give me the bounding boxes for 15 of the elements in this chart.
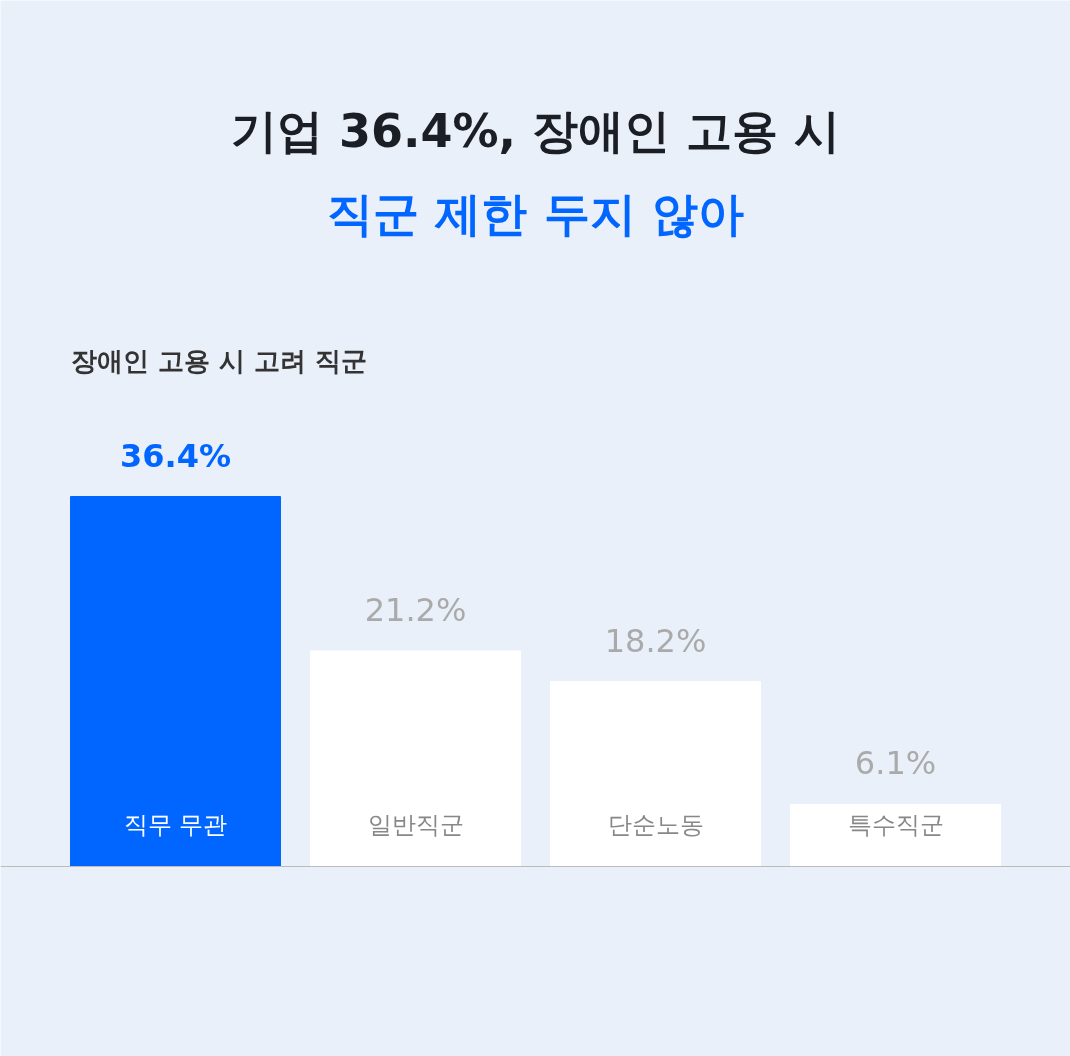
- text: 장애인 고용 시 고려 직군: [70, 345, 367, 376]
- bar: [70, 496, 281, 867]
- x-tick-label: 일반직군: [367, 810, 464, 839]
- x-tick-label: 특수직군: [847, 810, 944, 839]
- chart-subtitle: 직군 제한 두지 않아: [327, 186, 744, 241]
- data-label: 21.2%: [364, 591, 467, 630]
- data-label: 18.2%: [604, 621, 707, 660]
- chart-title: 기업 36.4%, 장애인 고용 시: [230, 103, 841, 158]
- data-label: 6.1%: [854, 744, 937, 783]
- x-tick-label: 단순노동: [607, 810, 704, 839]
- x-tick-label: 직무 무관: [123, 810, 228, 839]
- bar: [310, 650, 521, 867]
- bar: [550, 681, 761, 867]
- bar: [790, 803, 1001, 867]
- data-label: 36.4%: [119, 436, 232, 475]
